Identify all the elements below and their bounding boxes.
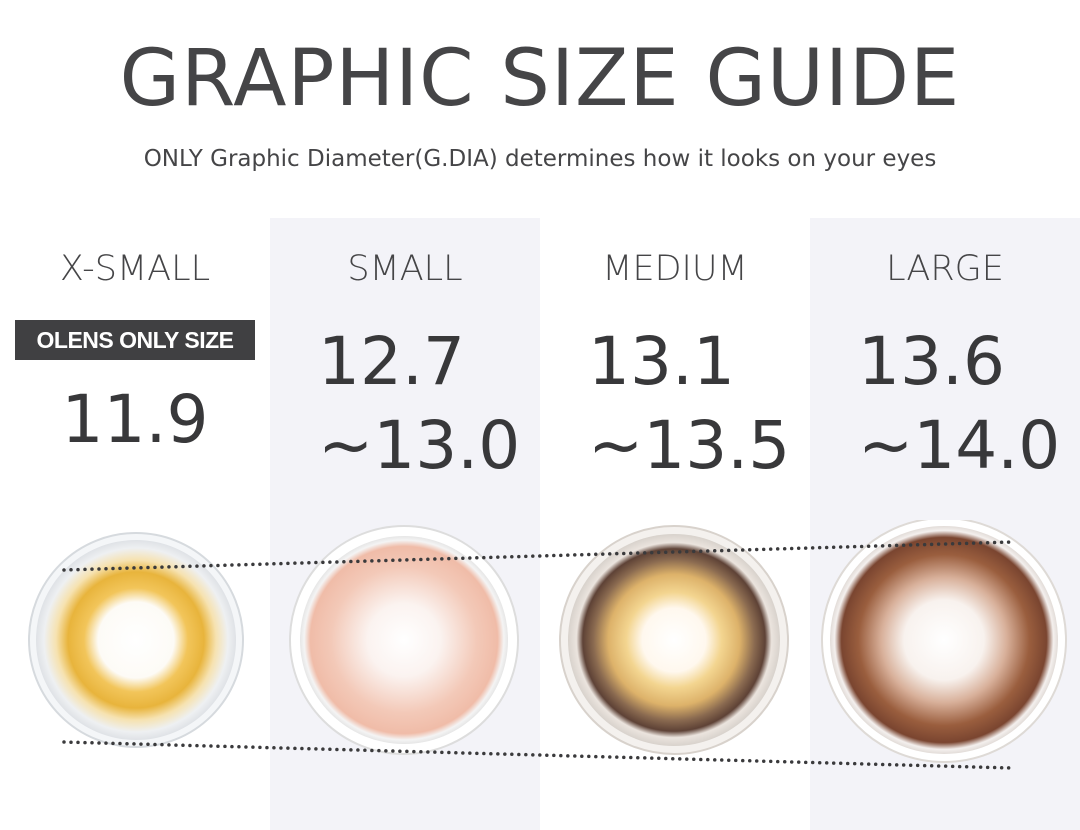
size-value-large-min: 13.6 — [858, 323, 1005, 400]
lens-medium — [559, 525, 789, 755]
size-value-medium-min: 13.1 — [588, 323, 735, 400]
diameter-guide-bottom — [62, 740, 1014, 770]
size-label-xsmall: X-SMALL — [59, 249, 211, 289]
size-column-small: SMALL 12.7 ~13.0 — [270, 249, 540, 484]
lens-large — [821, 520, 1067, 763]
size-value-small: 12.7 ~13.0 — [318, 320, 520, 488]
lens-xsmall — [28, 532, 244, 748]
size-value-medium-max: ~13.5 — [588, 407, 791, 484]
diameter-guide-top — [62, 540, 1014, 572]
lens-comparison-graphic — [28, 520, 1067, 770]
size-column-xsmall: X-SMALL OLENS ONLY SIZE 11.9 — [0, 249, 270, 458]
size-value-xsmall: 11.9 — [61, 381, 209, 458]
size-value-small-min: 12.7 — [318, 323, 465, 400]
size-value-large: 13.6 ~14.0 — [858, 320, 1060, 488]
lens-small — [289, 525, 519, 755]
size-column-medium: MEDIUM 13.1 ~13.5 — [540, 249, 810, 484]
size-label-large: LARGE — [886, 249, 1004, 289]
size-label-medium: MEDIUM — [602, 249, 748, 289]
size-value-large-max: ~14.0 — [858, 407, 1061, 484]
size-label-small: SMALL — [347, 249, 463, 289]
size-value-small-max: ~13.0 — [318, 407, 521, 484]
size-value-medium: 13.1 ~13.5 — [588, 320, 790, 488]
page-title: GRAPHIC SIZE GUIDE — [119, 34, 961, 124]
page-subtitle: ONLY Graphic Diameter(G.DIA) determines … — [143, 146, 937, 172]
size-column-large: LARGE 13.6 ~14.0 — [810, 249, 1080, 484]
olens-only-badge: OLENS ONLY SIZE — [15, 320, 255, 360]
